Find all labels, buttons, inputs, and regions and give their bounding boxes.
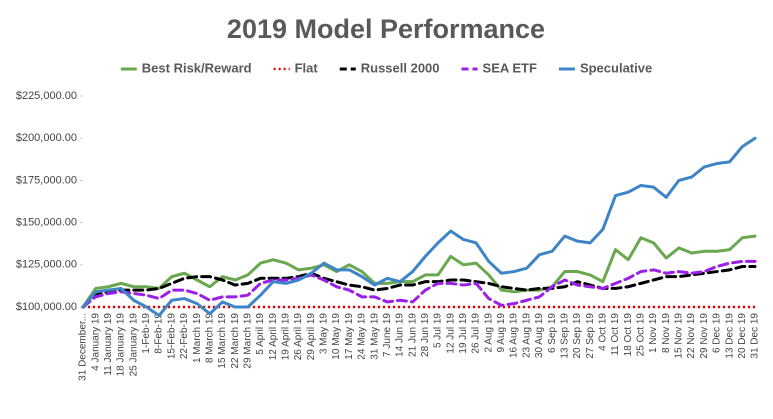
x-tick-label: 22 March 19 [230, 313, 241, 369]
x-tick-label: 8-Feb-19 [154, 313, 165, 354]
y-tick-label: $100,000.00 [16, 301, 77, 313]
series-line [81, 259, 757, 309]
x-tick-label: 7 June 19 [382, 313, 393, 357]
x-tick-label: 15 Nov 19 [674, 313, 685, 359]
x-tick-label: 22 Nov 19 [686, 313, 697, 359]
x-tick-label: 4 Oct 19 [597, 313, 608, 351]
legend-item: Flat [273, 60, 319, 75]
x-tick-label: 10 May 19 [331, 313, 342, 360]
x-tick-label: 8 March 19 [204, 313, 215, 363]
legend-label: SEA ETF [483, 60, 537, 75]
x-tick-label: 14 Jun 19 [395, 313, 406, 357]
x-tick-label: 3 May 19 [319, 313, 330, 355]
y-tick-label: $150,000.00 [16, 217, 77, 229]
x-tick-label: 23 Aug 19 [521, 313, 532, 358]
x-tick-label: 22-Feb-19 [179, 313, 190, 360]
x-tick-label: 13 Sep 19 [559, 313, 570, 359]
x-tick-label: 1-Feb-19 [141, 313, 152, 354]
x-tick-label: 16 Aug 19 [509, 313, 520, 358]
legend-item: Speculative [558, 60, 652, 75]
legend-label: Best Risk/Reward [142, 60, 252, 75]
y-tick-label: $125,000.00 [16, 259, 77, 271]
legend-label: Speculative [580, 60, 652, 75]
x-tick-label: 5 Jul 19 [433, 313, 444, 348]
x-tick-label: 28 Jun 19 [420, 313, 431, 357]
x-tick-label: 4 January 19 [90, 313, 101, 371]
x-tick-label: 15-Feb-19 [166, 313, 177, 360]
x-tick-label: 26 April 19 [293, 313, 304, 361]
x-tick-label: 19 Jul 19 [458, 313, 469, 354]
series-line [81, 136, 757, 317]
x-tick-label: 25 Oct 19 [636, 313, 647, 357]
x-tick-label: 1 March 19 [192, 313, 203, 363]
x-tick-label: 27 Sep 19 [585, 313, 596, 359]
x-tick-label: 21 Jun 19 [407, 313, 418, 357]
x-tick-label: 11 Oct 19 [610, 313, 621, 356]
x-tick-label: 6 Sep 19 [547, 313, 558, 353]
x-tick-label: 2 Aug 19 [483, 313, 494, 353]
x-tick-label: 30 Aug 19 [534, 313, 545, 358]
x-tick-label: 20 Dec 19 [737, 313, 748, 359]
x-tick-label: 31 Dec 19 [750, 313, 761, 359]
x-tick-label: 15 March 19 [217, 313, 228, 369]
x-tick-label: 1 Nov 19 [648, 313, 659, 353]
y-tick-label: $200,000.00 [16, 132, 77, 144]
chart-title: 2019 Model Performance [227, 14, 545, 44]
x-tick-label: 29 March 19 [242, 313, 253, 369]
x-tick-label: 29 April 19 [306, 313, 317, 361]
x-tick-label: 25 January 19 [128, 313, 139, 377]
x-tick-label: 18 January 19 [116, 313, 127, 377]
x-tick-label: 31 December... [78, 313, 89, 381]
legend-label: Flat [295, 60, 319, 75]
x-tick-label: 19 April 19 [281, 313, 292, 361]
series-line [81, 234, 757, 309]
x-tick-label: 29 Nov 19 [699, 313, 710, 359]
legend-item: Best Risk/Reward [120, 60, 252, 75]
series-line [81, 264, 757, 309]
legend-item: SEA ETF [461, 60, 537, 75]
x-tick-label: 6 Dec 19 [712, 313, 723, 353]
x-tick-label: 12 April 19 [268, 313, 279, 361]
x-tick-label: 12 Jul 19 [445, 313, 456, 354]
x-tick-label: 20 Sep 19 [572, 313, 583, 359]
x-tick-label: 18 Oct 19 [623, 313, 634, 357]
x-tick-label: 17 May 19 [344, 313, 355, 360]
x-tick-label: 5 April 19 [255, 313, 266, 355]
legend-label: Russell 2000 [361, 60, 440, 75]
x-tick-label: 13 Dec 19 [724, 313, 735, 359]
x-tick-label: 8 Nov 19 [661, 313, 672, 353]
x-tick-label: 24 May 19 [357, 313, 368, 360]
y-tick-label: $225,000.00 [16, 90, 77, 102]
x-tick-label: 11 January 19 [103, 313, 114, 376]
legend-item: Russell 2000 [339, 60, 440, 75]
y-tick-label: $175,000.00 [16, 174, 77, 186]
x-tick-label: 26 Jul 19 [471, 313, 482, 354]
x-tick-label: 31 May 19 [369, 313, 380, 360]
x-tick-label: 9 Aug 19 [496, 313, 507, 353]
